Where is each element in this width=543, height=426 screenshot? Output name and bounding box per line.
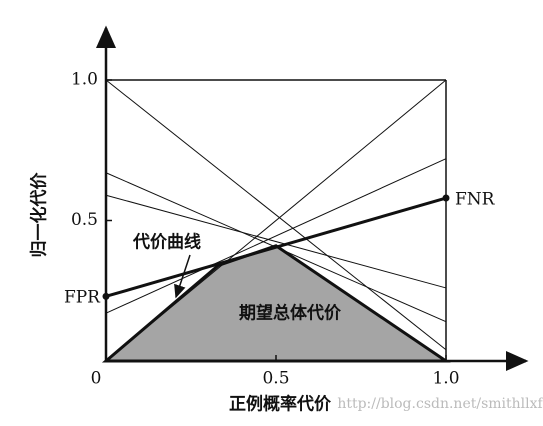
x-axis-label: 正例概率代价 (229, 394, 332, 415)
annotation: FPR (64, 288, 101, 308)
y-axis-label: 归一化代价 (29, 172, 50, 258)
point (442, 194, 450, 202)
x-tick-label: 0 (91, 369, 102, 389)
annotation: 代价曲线 (132, 232, 201, 253)
annotation: 期望总体代价 (239, 303, 342, 324)
cost-line (105, 194, 447, 289)
y-tick-label: 0.5 (71, 210, 98, 230)
annotation: FNR (455, 190, 496, 210)
cost-line (105, 79, 447, 351)
x-tick-label: 0.5 (262, 369, 289, 389)
point (102, 292, 110, 300)
annotation-arrow (174, 254, 191, 299)
watermark: http://blog.csdn.net/smithllxf (337, 396, 543, 412)
x-tick-label: 1.0 (432, 369, 459, 389)
cost-line (105, 79, 447, 362)
cost-line (105, 196, 447, 298)
y-tick-label: 1.0 (71, 70, 98, 90)
cost-line (105, 158, 447, 314)
